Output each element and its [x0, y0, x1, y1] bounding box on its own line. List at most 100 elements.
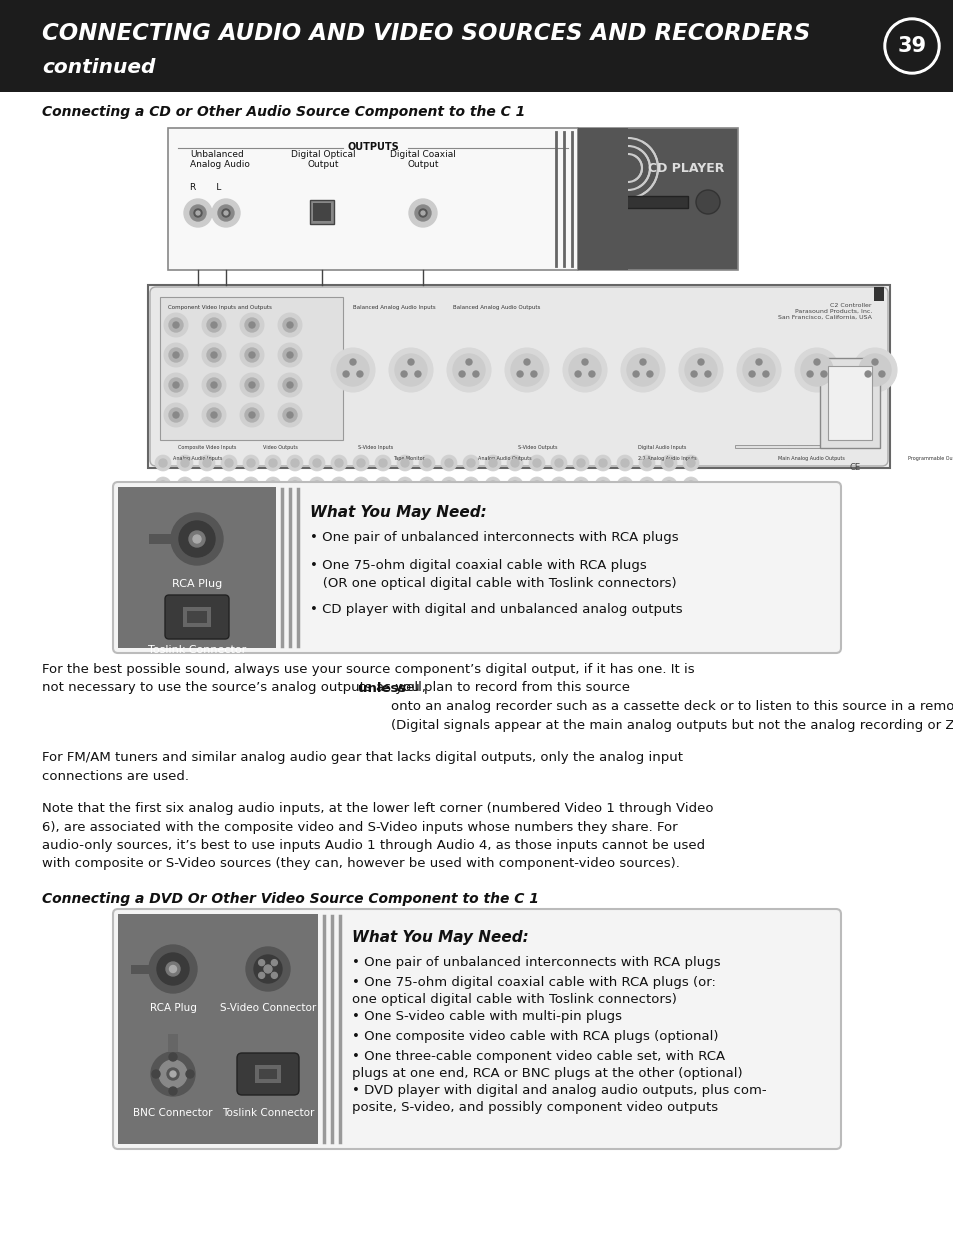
Text: • One S-video cable with multi-pin plugs: • One S-video cable with multi-pin plugs [352, 1010, 621, 1023]
Circle shape [211, 382, 216, 388]
Circle shape [356, 526, 365, 534]
Circle shape [313, 548, 320, 556]
Text: S-Video Inputs: S-Video Inputs [357, 445, 393, 450]
Circle shape [331, 522, 347, 538]
Circle shape [581, 359, 587, 366]
Circle shape [222, 209, 230, 217]
Circle shape [271, 972, 277, 978]
Text: Balanced Analog Audio Outputs: Balanced Analog Audio Outputs [453, 305, 539, 310]
Circle shape [511, 548, 518, 556]
Circle shape [245, 408, 258, 422]
Text: Connecting a CD or Other Audio Source Component to the C 1: Connecting a CD or Other Audio Source Co… [42, 105, 525, 119]
Circle shape [529, 499, 544, 515]
Circle shape [177, 454, 193, 471]
Circle shape [511, 354, 542, 387]
Circle shape [199, 499, 214, 515]
Circle shape [199, 543, 214, 559]
Circle shape [529, 522, 544, 538]
Bar [168, 1034, 178, 1052]
Circle shape [533, 503, 540, 511]
Circle shape [458, 370, 464, 377]
Circle shape [243, 477, 258, 493]
Text: 39: 39 [897, 36, 925, 56]
Circle shape [821, 370, 826, 377]
Circle shape [682, 499, 699, 515]
Circle shape [375, 454, 391, 471]
Circle shape [465, 359, 472, 366]
Circle shape [203, 459, 211, 467]
Circle shape [353, 499, 369, 515]
Circle shape [193, 209, 202, 217]
Circle shape [871, 359, 877, 366]
Circle shape [415, 370, 420, 377]
Circle shape [813, 359, 820, 366]
Circle shape [269, 526, 276, 534]
Circle shape [243, 454, 258, 471]
Text: External Control: External Control [787, 445, 827, 450]
Circle shape [343, 370, 349, 377]
Circle shape [177, 477, 193, 493]
Text: • One 75-ohm digital coaxial cable with RCA plugs (or:
one optical digital cable: • One 75-ohm digital coaxial cable with … [352, 976, 715, 1007]
Circle shape [195, 211, 200, 215]
Circle shape [595, 499, 610, 515]
Circle shape [154, 499, 171, 515]
Circle shape [617, 454, 633, 471]
Bar [254, 1065, 281, 1083]
Circle shape [489, 548, 497, 556]
Circle shape [573, 499, 588, 515]
Circle shape [207, 408, 221, 422]
Circle shape [212, 199, 240, 227]
Circle shape [440, 477, 456, 493]
FancyBboxPatch shape [236, 1053, 298, 1095]
Circle shape [154, 454, 171, 471]
Text: CE: CE [848, 463, 860, 472]
Bar [131, 965, 151, 973]
Circle shape [331, 348, 375, 391]
Circle shape [467, 503, 475, 511]
Circle shape [149, 945, 196, 993]
Circle shape [309, 499, 325, 515]
Text: RCA Plug: RCA Plug [172, 579, 222, 589]
Bar [118, 914, 317, 1144]
Circle shape [533, 459, 540, 467]
Circle shape [506, 454, 522, 471]
Circle shape [646, 370, 652, 377]
Circle shape [396, 454, 413, 471]
Circle shape [169, 378, 183, 391]
Circle shape [331, 543, 347, 559]
Circle shape [418, 454, 435, 471]
Circle shape [243, 522, 258, 538]
Circle shape [551, 543, 566, 559]
Circle shape [159, 480, 167, 489]
Text: continued: continued [42, 58, 155, 77]
Circle shape [287, 322, 293, 329]
Circle shape [309, 522, 325, 538]
Circle shape [207, 378, 221, 391]
Circle shape [353, 454, 369, 471]
Circle shape [309, 477, 325, 493]
Circle shape [400, 503, 409, 511]
Circle shape [378, 480, 387, 489]
Circle shape [511, 480, 518, 489]
Circle shape [555, 526, 562, 534]
Circle shape [883, 19, 939, 74]
Circle shape [265, 454, 281, 471]
Circle shape [211, 352, 216, 358]
Circle shape [555, 548, 562, 556]
Circle shape [164, 312, 188, 337]
Circle shape [489, 503, 497, 511]
Circle shape [620, 348, 664, 391]
Circle shape [440, 499, 456, 515]
Circle shape [350, 359, 355, 366]
Circle shape [221, 499, 236, 515]
Circle shape [440, 454, 456, 471]
Circle shape [331, 477, 347, 493]
Circle shape [181, 548, 189, 556]
Text: Composite Video Inputs: Composite Video Inputs [178, 445, 236, 450]
Circle shape [271, 960, 277, 966]
Circle shape [269, 503, 276, 511]
Circle shape [598, 503, 606, 511]
Circle shape [639, 359, 645, 366]
Circle shape [240, 312, 264, 337]
Circle shape [378, 503, 387, 511]
